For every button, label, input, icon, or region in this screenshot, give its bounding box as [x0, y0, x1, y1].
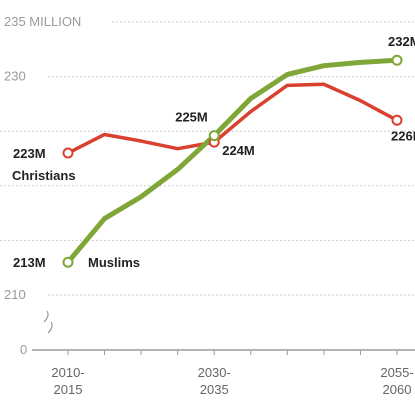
value-label-christians: 224M: [222, 143, 255, 158]
value-label-muslims: 225M: [175, 110, 208, 125]
y-tick-label: 230: [4, 69, 26, 84]
axis-layer: 235 MILLION 230 210 0 2010- 2015 2030- 2035 2055…: [4, 14, 415, 397]
y-tick-label: 210: [4, 287, 26, 302]
x-tick-label-line2: 2035: [200, 382, 229, 397]
series-line-muslims: [65, 57, 400, 265]
x-tick-label-line1: 2010-: [51, 365, 84, 380]
value-label-muslims: 232M: [388, 34, 415, 49]
x-tick-label-line2: 2015: [54, 382, 83, 397]
series-name-christians: Christians: [12, 168, 76, 183]
data-point-marker-muslims: [62, 256, 74, 268]
x-tick-label-line1: 2055-: [380, 365, 413, 380]
value-label-muslims: 213M: [13, 255, 46, 270]
y-tick-label: 235 MILLION: [4, 14, 81, 29]
series-line-christians: [66, 82, 399, 155]
data-point-marker-muslims: [391, 54, 403, 66]
value-label-christians: 226M: [391, 128, 415, 143]
series-name-muslims: Muslims: [88, 255, 140, 270]
data-point-marker-christians: [62, 147, 74, 159]
zero-tick-label: 0: [20, 342, 27, 357]
data-point-marker-christians: [391, 114, 403, 126]
data-point-marker-muslims: [208, 130, 220, 142]
axis-break-mark: [43, 310, 53, 334]
grid-layer: [0, 21, 415, 296]
x-tick-label-line1: 2030-: [198, 365, 231, 380]
label-layer: 223M 224M 226M 213M 225M 232M Christians Muslim…: [12, 34, 415, 270]
value-label-christians: 223M: [13, 146, 46, 161]
x-tick-label-line2: 2060: [383, 382, 412, 397]
series-layer: [62, 54, 403, 268]
